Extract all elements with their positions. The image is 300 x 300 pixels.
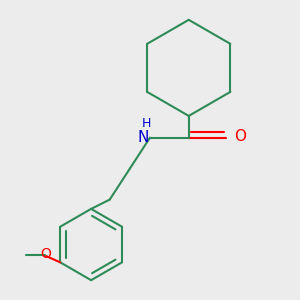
Text: N: N bbox=[137, 130, 148, 145]
Text: H: H bbox=[142, 117, 152, 130]
Text: O: O bbox=[234, 129, 246, 144]
Text: O: O bbox=[41, 247, 52, 261]
